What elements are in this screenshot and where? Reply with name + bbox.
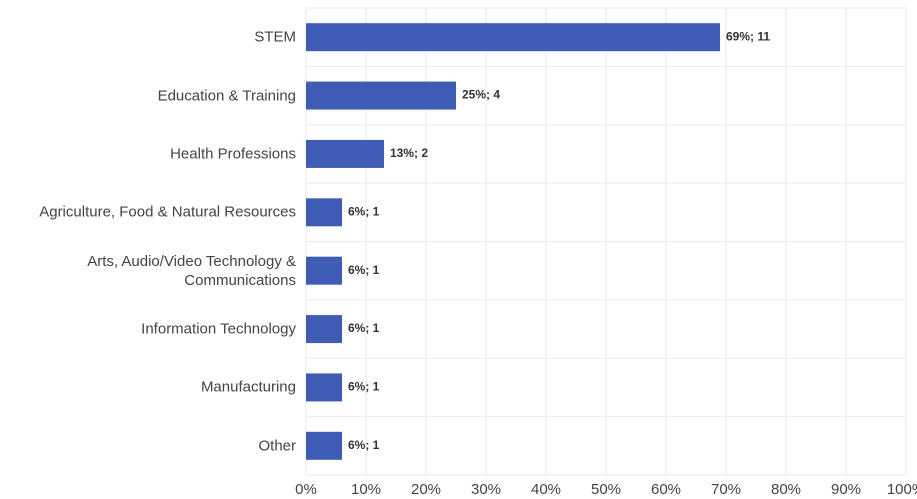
- value-label: 69%; 11: [726, 29, 770, 43]
- value-label: 6%; 1: [348, 438, 380, 452]
- value-label: 13%; 2: [390, 146, 428, 160]
- bar: [306, 431, 342, 460]
- bar: [306, 139, 384, 168]
- y-tick-label: Arts, Audio/Video Technology & Communica…: [87, 252, 296, 289]
- x-tick-label: 80%: [771, 481, 801, 498]
- value-label: 6%; 1: [348, 263, 380, 277]
- value-label: 6%; 1: [348, 321, 380, 335]
- bar: [306, 198, 342, 227]
- value-label: 6%; 1: [348, 204, 380, 218]
- y-tick-label: Health Professions: [170, 145, 296, 163]
- value-label: 25%; 4: [462, 88, 500, 102]
- bar: [306, 81, 456, 110]
- x-tick-label: 30%: [471, 481, 501, 498]
- bar: [306, 373, 342, 402]
- x-tick-label: 50%: [591, 481, 621, 498]
- x-tick-label: 60%: [651, 481, 681, 498]
- x-tick-label: 70%: [711, 481, 741, 498]
- y-tick-label: Manufacturing: [200, 378, 296, 396]
- value-label: 6%; 1: [348, 380, 380, 394]
- x-tick-label: 100%: [887, 481, 917, 498]
- x-tick-label: 20%: [411, 481, 441, 498]
- bar: [306, 256, 342, 285]
- y-tick-label: STEM: [254, 28, 296, 46]
- x-tick-label: 40%: [531, 481, 561, 498]
- y-tick-label: Education & Training: [157, 87, 296, 105]
- x-tick-label: 10%: [351, 481, 381, 498]
- x-tick-label: 0%: [295, 481, 317, 498]
- bar: [306, 23, 720, 52]
- bar: [306, 315, 342, 344]
- y-tick-label: Information Technology: [141, 320, 296, 338]
- y-tick-label: Other: [258, 437, 296, 455]
- x-tick-label: 90%: [831, 481, 861, 498]
- y-tick-label: Agriculture, Food & Natural Resources: [39, 203, 296, 221]
